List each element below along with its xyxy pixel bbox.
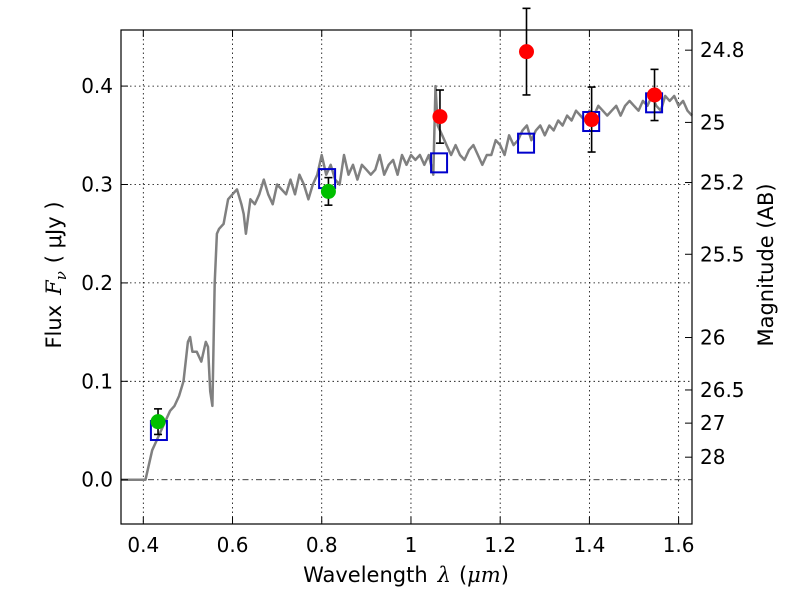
y-tick-label: 0.3	[81, 172, 113, 196]
y2-tick-label: 27	[700, 411, 725, 435]
nir-photometry-point	[584, 112, 600, 128]
x-tick-label: 1.6	[663, 533, 695, 557]
model-band-square	[430, 152, 449, 174]
tick-layer: 0.4 0.6 0.8 1 1.2 1.4 1.6 0.0 0.1 0.2 0.3 0.4 24.8 25…	[81, 30, 745, 557]
y2-tick-label: 24.8	[700, 38, 745, 62]
nir-photometry-point	[518, 44, 534, 60]
y-tick-label: 0.2	[81, 271, 113, 295]
y2-tick-label: 26.5	[700, 378, 745, 402]
x-tick-label: 1.4	[573, 533, 605, 557]
y-tick-label: 0.0	[81, 468, 113, 492]
x-tick-label: 0.8	[306, 533, 338, 557]
nir-photometry-point	[647, 87, 663, 103]
x-tick-label: 0.4	[127, 533, 159, 557]
model-band-square	[517, 132, 536, 154]
x-tick-label: 1	[405, 533, 418, 557]
y2-tick-label: 25.5	[700, 242, 745, 266]
optical-photometry-point	[150, 414, 166, 430]
y-axis-label: FluxFν( μJy )	[42, 201, 70, 348]
nir-photometry-point	[432, 109, 448, 125]
y2-tick-label: 25	[700, 110, 725, 134]
x-tick-label: 0.6	[217, 533, 249, 557]
y2-tick-label: 28	[700, 445, 725, 469]
x-tick-label: 1.2	[484, 533, 516, 557]
y-tick-label: 0.1	[81, 369, 113, 393]
plot-frame	[120, 29, 693, 525]
x-axis-label: Wavelength λ (μm)	[303, 563, 509, 587]
y2-tick-label: 25.2	[700, 171, 745, 195]
plot-layer	[121, 7, 693, 481]
y2-tick-label: 26	[700, 326, 725, 350]
optical-photometry-point	[320, 183, 336, 199]
y-tick-label: 0.4	[81, 74, 113, 98]
y2-axis-label: Magnitude (AB)	[754, 183, 778, 346]
